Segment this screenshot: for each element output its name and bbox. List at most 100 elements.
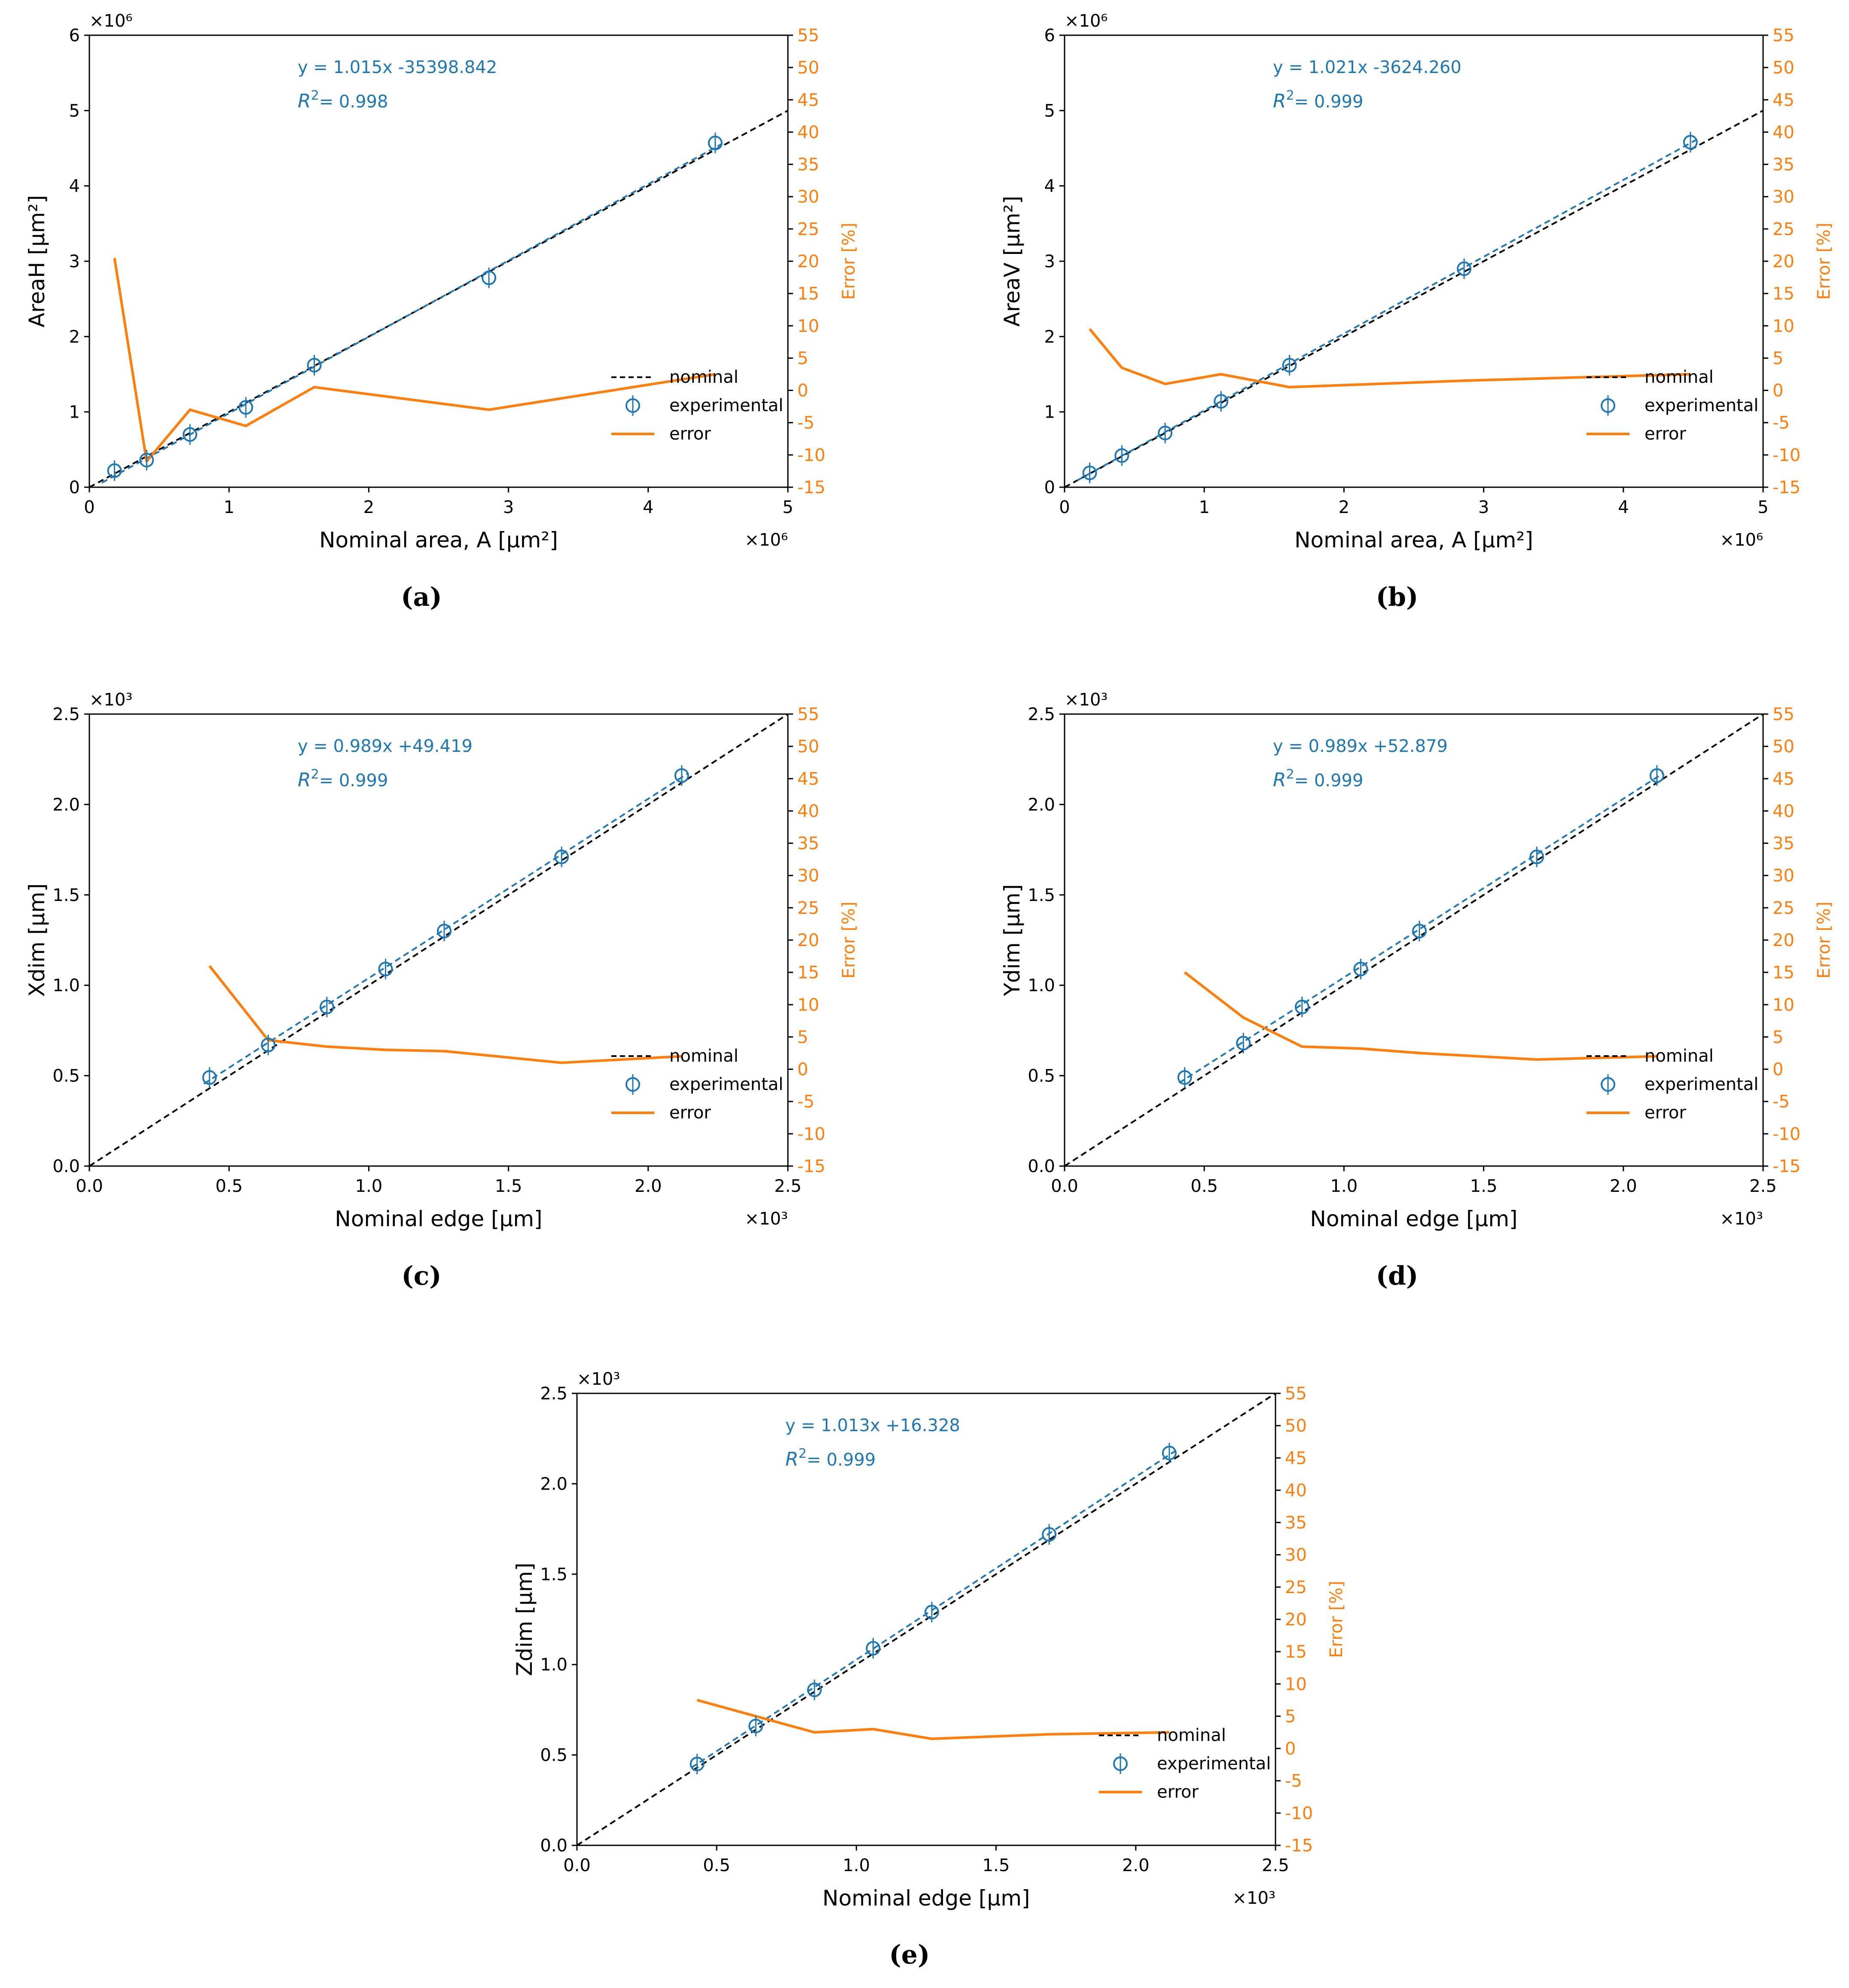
experimental-point bbox=[261, 1035, 276, 1056]
experimental-point bbox=[1082, 462, 1097, 483]
experimental-marker bbox=[1353, 962, 1368, 977]
error-tick-label: -10 bbox=[1773, 1124, 1800, 1144]
experimental-marker bbox=[378, 962, 393, 977]
experimental-marker bbox=[482, 270, 497, 285]
experimental-marker bbox=[924, 1605, 940, 1620]
legend-error-label: error bbox=[1645, 1103, 1686, 1123]
error-tick-label: 40 bbox=[797, 801, 819, 821]
experimental-marker bbox=[1158, 425, 1173, 440]
x-tick-label: 1 bbox=[1199, 498, 1209, 517]
experimental-point bbox=[307, 354, 322, 376]
r2-annotation: R2= 0.999 bbox=[785, 1446, 876, 1470]
y-multiplier: ×10³ bbox=[577, 1369, 620, 1389]
error-line bbox=[1184, 971, 1657, 1061]
experimental-point bbox=[378, 959, 393, 980]
error-tick-label: 40 bbox=[1773, 801, 1794, 821]
experimental-point bbox=[807, 1680, 822, 1701]
y-tick-label: 3 bbox=[69, 252, 80, 272]
x-tick-label: 4 bbox=[1618, 498, 1629, 517]
panel-caption: (c) bbox=[401, 1261, 441, 1291]
y-tick-label: 1 bbox=[1044, 403, 1055, 422]
error-tick-label: 5 bbox=[797, 348, 808, 368]
experimental-point bbox=[1114, 445, 1129, 466]
error-tick-label: -10 bbox=[1285, 1804, 1313, 1823]
error-tick-label: 15 bbox=[1773, 284, 1794, 304]
error-tick-label: 55 bbox=[797, 705, 819, 724]
experimental-point bbox=[1236, 1032, 1251, 1054]
r2-value: = 0.999 bbox=[807, 1450, 876, 1470]
error-tick-label: 5 bbox=[797, 1027, 808, 1047]
error-tick-label: 25 bbox=[1773, 220, 1794, 239]
experimental-point bbox=[924, 1602, 940, 1623]
error-tick-label: 10 bbox=[1773, 316, 1794, 336]
experimental-point bbox=[1042, 1524, 1057, 1545]
experimental-marker bbox=[1294, 999, 1309, 1014]
experimental-marker bbox=[1683, 134, 1698, 150]
experimental-marker bbox=[1236, 1035, 1251, 1050]
y-tick-label: 1.5 bbox=[540, 1565, 568, 1585]
error-tick-label: -5 bbox=[1285, 1771, 1302, 1791]
y-tick-label: 1.0 bbox=[540, 1655, 568, 1675]
fit-equation: y = 0.989x +49.419 bbox=[298, 736, 473, 756]
chart-panel-c: 0.0 0.5 1.0 1.5 2.0 2.50.00.51.01.52.02.5-15-… bbox=[24, 690, 859, 1291]
error-tick-label: 25 bbox=[1773, 898, 1794, 918]
x-tick-label: 2 bbox=[1339, 498, 1349, 517]
chart-panel-a: 0 1 2 3 4 50123456-15-10-50510152025303540455… bbox=[24, 11, 859, 612]
experimental-point bbox=[748, 1716, 763, 1737]
r2-symbol: R bbox=[298, 90, 311, 112]
experimental-point bbox=[437, 920, 452, 941]
error-tick-label: 35 bbox=[1773, 834, 1794, 854]
error-tick-label: 45 bbox=[1773, 769, 1794, 789]
experimental-marker bbox=[554, 849, 569, 864]
experimental-point bbox=[1162, 1442, 1177, 1463]
error-tick-label: 25 bbox=[1285, 1578, 1307, 1597]
nominal-line bbox=[89, 714, 788, 1166]
error-tick-label: 30 bbox=[1285, 1545, 1307, 1565]
error-tick-label: 30 bbox=[797, 187, 819, 207]
fit-line bbox=[691, 1450, 1175, 1768]
error-tick-label: 5 bbox=[1773, 1027, 1783, 1047]
experimental-marker bbox=[1412, 923, 1427, 938]
error-tick-label: 55 bbox=[1285, 1384, 1307, 1404]
x-tick-label: 1.0 bbox=[1330, 1176, 1358, 1196]
error-tick-label: 15 bbox=[1773, 963, 1794, 983]
y-tick-label: 0 bbox=[1044, 478, 1055, 498]
nominal-line bbox=[1065, 714, 1763, 1166]
error-tick-label: 55 bbox=[797, 26, 819, 46]
error-tick-label: -15 bbox=[797, 478, 825, 498]
experimental-marker bbox=[307, 357, 322, 373]
legend-experimental-label: experimental bbox=[1645, 396, 1758, 415]
x-tick-label: 0.5 bbox=[215, 1176, 243, 1196]
x-tick-label: 0.5 bbox=[1190, 1176, 1218, 1196]
x-tick-label: 0.0 bbox=[1051, 1176, 1078, 1196]
x-tick-label: 3 bbox=[503, 498, 514, 517]
experimental-point bbox=[1412, 920, 1427, 941]
experimental-point bbox=[1457, 258, 1472, 279]
r2-value: = 0.998 bbox=[319, 92, 388, 112]
x-tick-label: 0.0 bbox=[76, 1176, 103, 1196]
error-tick-label: 15 bbox=[797, 963, 819, 983]
error-tick-label: 55 bbox=[1773, 26, 1794, 46]
experimental-point bbox=[107, 460, 122, 481]
r2-value: = 0.999 bbox=[319, 771, 388, 791]
y-axis-label: Ydim [μm] bbox=[1000, 884, 1025, 996]
experimental-marker bbox=[1649, 768, 1664, 783]
error-line bbox=[1089, 328, 1690, 389]
error-tick-label: 30 bbox=[1773, 866, 1794, 886]
experimental-point bbox=[238, 397, 253, 418]
y-tick-label: 6 bbox=[69, 26, 80, 46]
fit-equation: y = 1.021x -3624.260 bbox=[1273, 58, 1462, 77]
panel-caption: (d) bbox=[1376, 1261, 1419, 1291]
error-tick-label: -10 bbox=[1773, 446, 1800, 465]
error-tick-label: 40 bbox=[1773, 122, 1794, 142]
error-tick-label: 50 bbox=[1773, 58, 1794, 78]
x-axis-label: Nominal edge [μm] bbox=[1310, 1206, 1517, 1231]
experimental-point bbox=[1353, 959, 1368, 980]
experimental-point bbox=[554, 846, 569, 867]
experimental-point bbox=[674, 765, 689, 786]
nominal-line bbox=[89, 110, 788, 487]
experimental-marker bbox=[261, 1038, 276, 1053]
x-tick-label: 0 bbox=[1059, 498, 1070, 517]
experimental-point bbox=[1177, 1067, 1192, 1088]
